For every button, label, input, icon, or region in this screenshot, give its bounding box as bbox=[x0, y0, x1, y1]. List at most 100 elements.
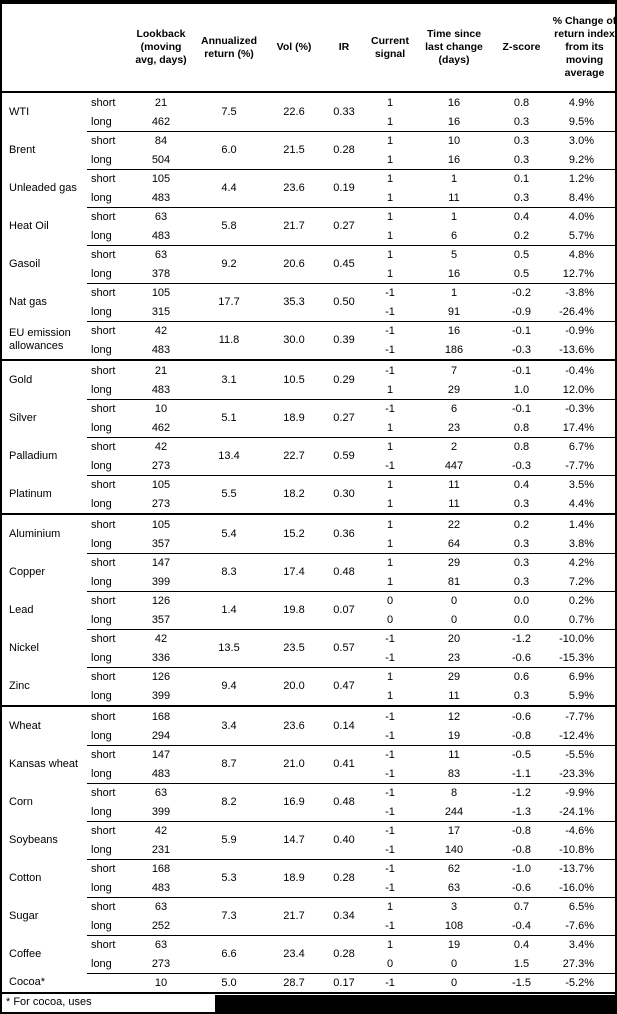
lookback-value: 399 bbox=[151, 689, 171, 702]
time-since-change-value: 0 bbox=[450, 957, 458, 970]
time-since-change-value: 11 bbox=[448, 497, 460, 510]
time-since-change-value: 0 bbox=[450, 976, 458, 989]
zscore-value: 0.3 bbox=[513, 115, 530, 128]
commodity-name: Corn bbox=[9, 795, 33, 808]
annualized-return-value: 13.5 bbox=[218, 642, 240, 654]
position-label: long bbox=[91, 421, 112, 434]
zscore-value: -1.3 bbox=[512, 805, 531, 818]
lookback-value: 21 bbox=[154, 96, 168, 109]
time-since-change-value: 16 bbox=[447, 96, 461, 109]
annualized-return-value: 3.4 bbox=[221, 720, 237, 732]
zscore-value: 0.3 bbox=[513, 497, 530, 510]
ir-value: 0.57 bbox=[333, 642, 355, 654]
annualized-return-value: 7.5 bbox=[221, 106, 237, 118]
lookback-value: 462 bbox=[151, 421, 171, 434]
commodity-name: Soybeans bbox=[9, 833, 58, 846]
zscore-value: 1.0 bbox=[513, 383, 530, 396]
pct-change-value: 27.3% bbox=[562, 957, 594, 970]
zscore-value: 0.3 bbox=[513, 153, 530, 166]
annualized-return-value: 9.4 bbox=[221, 680, 237, 692]
column-header-annualized: Annualized return (%) bbox=[200, 34, 257, 60]
position-label: long bbox=[91, 383, 112, 396]
footnote-text: * For cocoa, uses bbox=[6, 996, 92, 1008]
vol-value: 16.9 bbox=[283, 796, 305, 808]
ir-value: 0.19 bbox=[333, 182, 355, 194]
zscore-value: 0.4 bbox=[513, 210, 530, 223]
ir-value: 0.27 bbox=[333, 220, 355, 232]
vol-value: 20.0 bbox=[283, 680, 305, 692]
lookback-value: 10 bbox=[154, 976, 168, 989]
lookback-value: 483 bbox=[151, 767, 171, 780]
zscore-value: -0.6 bbox=[512, 881, 531, 894]
pct-change-value: 3.0% bbox=[568, 134, 594, 147]
time-since-change-value: 29 bbox=[447, 383, 461, 396]
current-signal-value: 0 bbox=[386, 613, 394, 626]
current-signal-value: 1 bbox=[386, 134, 394, 147]
current-signal-value: -1 bbox=[385, 767, 395, 780]
ir-value: 0.48 bbox=[333, 566, 355, 578]
zscore-value: 0.4 bbox=[513, 938, 530, 951]
annualized-return-value: 8.2 bbox=[221, 796, 237, 808]
table-header-row: Lookback (moving avg, days) Annualized re… bbox=[2, 4, 615, 93]
commodity-row-cocoa: Cocoa* 5.0 28.7 0.17 10 -1 0 -1.5 -5.2% bbox=[2, 973, 615, 992]
current-signal-value: -1 bbox=[385, 286, 395, 299]
zscore-value: -0.8 bbox=[512, 729, 531, 742]
zscore-value: -0.5 bbox=[512, 748, 531, 761]
time-since-change-value: 1 bbox=[450, 210, 458, 223]
time-since-change-value: 29 bbox=[447, 670, 461, 683]
current-signal-value: -1 bbox=[385, 786, 395, 799]
position-label: short bbox=[91, 402, 116, 415]
position-label: long bbox=[91, 153, 112, 166]
position-label: long bbox=[91, 537, 112, 550]
current-signal-value: 1 bbox=[386, 440, 394, 453]
position-label: long bbox=[91, 191, 112, 204]
current-signal-value: 1 bbox=[386, 478, 394, 491]
lookback-value: 105 bbox=[151, 172, 171, 185]
time-since-change-value: 11 bbox=[448, 748, 460, 761]
footnote: * For cocoa, uses bbox=[2, 994, 615, 1012]
vol-value: 18.2 bbox=[283, 488, 305, 500]
annualized-return-value: 7.3 bbox=[221, 910, 237, 922]
time-since-change-value: 17 bbox=[447, 824, 461, 837]
ir-value: 0.27 bbox=[333, 412, 355, 424]
pct-change-value: -13.6% bbox=[559, 343, 594, 356]
vol-value: 19.8 bbox=[283, 604, 305, 616]
lookback-value: 63 bbox=[154, 210, 168, 223]
ir-value: 0.48 bbox=[333, 796, 355, 808]
column-header-pct: % Change of return index from its moving… bbox=[552, 15, 617, 79]
vol-value: 21.7 bbox=[283, 220, 305, 232]
position-label: long bbox=[91, 497, 112, 510]
commodity-name: Lead bbox=[9, 603, 34, 616]
vol-value: 18.9 bbox=[283, 412, 305, 424]
zscore-value: 0.2 bbox=[513, 229, 530, 242]
vol-value: 23.6 bbox=[283, 182, 305, 194]
annualized-return-value: 5.4 bbox=[221, 528, 237, 540]
ir-value: 0.41 bbox=[333, 758, 355, 770]
current-signal-value: -1 bbox=[385, 919, 395, 932]
lookback-value: 273 bbox=[151, 459, 171, 472]
zscore-value: -1.1 bbox=[512, 767, 531, 780]
zscore-value: -0.8 bbox=[512, 824, 531, 837]
commodity-name: Gold bbox=[9, 373, 33, 386]
time-since-change-value: 0 bbox=[450, 594, 458, 607]
ir-value: 0.36 bbox=[333, 528, 355, 540]
column-header-signal: Current signal bbox=[371, 34, 409, 60]
current-signal-value: -1 bbox=[385, 651, 395, 664]
pct-change-value: 9.2% bbox=[568, 153, 594, 166]
annualized-return-value: 4.4 bbox=[221, 182, 237, 194]
column-header-time: Time since last change (days) bbox=[425, 28, 483, 66]
lookback-value: 63 bbox=[154, 900, 168, 913]
commodity-row-heat-oil: Heat Oil 5.8 21.7 0.27 short 63 1 1 0.4 4.0% long 4… bbox=[2, 207, 615, 245]
annualized-return-value: 5.8 bbox=[221, 220, 237, 232]
zscore-value: -1.2 bbox=[512, 786, 531, 799]
pct-change-value: -5.2% bbox=[565, 976, 594, 989]
pct-change-value: -26.4% bbox=[559, 305, 594, 318]
pct-change-value: -23.3% bbox=[559, 767, 594, 780]
time-since-change-value: 83 bbox=[447, 767, 461, 780]
ir-value: 0.33 bbox=[333, 106, 355, 118]
time-since-change-value: 1 bbox=[450, 172, 458, 185]
lookback-value: 315 bbox=[151, 305, 171, 318]
position-label: long bbox=[91, 919, 112, 932]
commodity-name: Cocoa* bbox=[9, 976, 46, 988]
commodity-name: Coffee bbox=[9, 947, 42, 960]
